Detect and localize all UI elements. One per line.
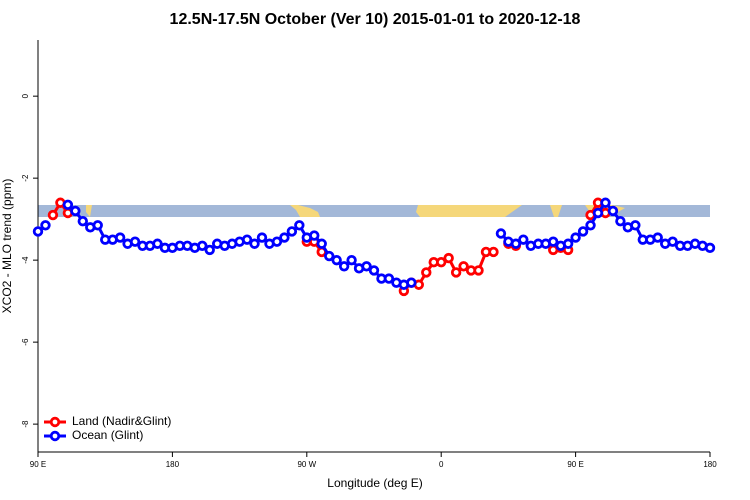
point xyxy=(114,232,126,243)
point xyxy=(241,234,253,245)
point xyxy=(473,265,484,276)
x-axis-label: Longitude (deg E) xyxy=(327,476,422,490)
point xyxy=(70,205,81,217)
point xyxy=(518,234,529,245)
point xyxy=(256,232,268,243)
point xyxy=(585,220,596,231)
point xyxy=(346,254,357,266)
point xyxy=(443,252,454,264)
x-tick-label: 90 E xyxy=(567,460,583,469)
point xyxy=(62,199,74,210)
point xyxy=(129,236,141,247)
point xyxy=(92,220,103,231)
point xyxy=(309,230,320,241)
point xyxy=(271,236,283,247)
x-tick-label: 180 xyxy=(703,460,717,469)
point xyxy=(652,232,663,243)
y-tick-label: 0 xyxy=(21,93,30,98)
point xyxy=(197,240,208,251)
point xyxy=(704,242,716,254)
point xyxy=(368,265,380,276)
point xyxy=(331,254,342,266)
point xyxy=(630,220,641,231)
point xyxy=(592,207,604,219)
point xyxy=(77,215,88,227)
point xyxy=(570,232,581,243)
point xyxy=(562,238,574,249)
point xyxy=(406,277,417,288)
point xyxy=(667,236,678,247)
point xyxy=(548,236,559,247)
legend-label: Land (Nadir&Glint) xyxy=(72,414,171,428)
point xyxy=(495,228,507,239)
point xyxy=(32,226,44,237)
legend-marker xyxy=(49,416,61,428)
point xyxy=(40,220,51,231)
point xyxy=(286,226,298,237)
point xyxy=(450,267,462,278)
point xyxy=(615,215,626,227)
x-tick-label: 90 W xyxy=(297,460,316,469)
point xyxy=(204,244,215,256)
point xyxy=(458,261,469,272)
point xyxy=(338,261,350,272)
point xyxy=(361,261,372,272)
y-tick-label: -8 xyxy=(21,420,30,428)
chart-title: 12.5N-17.5N October (Ver 10) 2015-01-01 … xyxy=(170,11,581,28)
x-tick-label: 0 xyxy=(439,460,444,469)
x-tick-label: 90 E xyxy=(30,460,46,469)
legend-label: Ocean (Glint) xyxy=(72,428,143,442)
point xyxy=(324,250,335,262)
y-tick-label: -2 xyxy=(21,174,30,182)
point xyxy=(421,267,432,278)
point xyxy=(316,238,327,249)
point xyxy=(294,220,305,231)
y-tick-label: -4 xyxy=(21,256,30,264)
sea-band xyxy=(38,205,710,217)
point xyxy=(607,205,619,217)
point xyxy=(279,232,290,243)
x-tick-label: 180 xyxy=(166,460,180,469)
y-axis-label: XCO2 - MLO trend (ppm) xyxy=(0,179,14,314)
point xyxy=(436,256,447,268)
point xyxy=(47,209,59,221)
point xyxy=(488,246,499,258)
point xyxy=(577,226,589,237)
point xyxy=(383,273,395,284)
point xyxy=(600,197,611,208)
legend-marker xyxy=(49,430,61,442)
point xyxy=(152,238,163,249)
point xyxy=(510,238,522,249)
point xyxy=(249,238,260,249)
y-tick-label: -6 xyxy=(21,338,30,346)
